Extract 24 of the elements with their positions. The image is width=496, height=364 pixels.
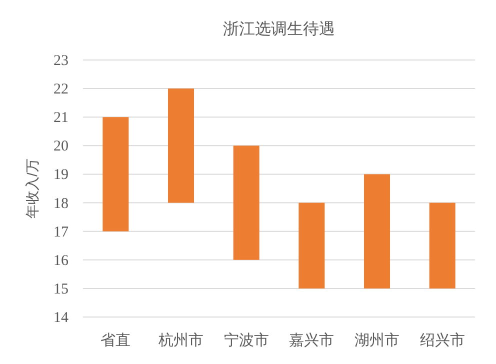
x-tick-label: 嘉兴市 xyxy=(289,332,334,349)
x-tick-label: 宁波市 xyxy=(224,332,269,349)
bar xyxy=(102,117,129,232)
bar xyxy=(233,146,260,260)
x-tick-label: 省直 xyxy=(100,332,131,349)
y-tick-label: 22 xyxy=(54,82,68,98)
y-tick-label: 23 xyxy=(54,53,68,69)
bar xyxy=(429,202,456,288)
y-tick-label: 18 xyxy=(54,196,68,212)
x-tick-label: 湖州市 xyxy=(354,332,400,349)
y-tick-label: 16 xyxy=(54,252,69,269)
y-tick-label: 14 xyxy=(54,310,69,326)
y-tick-label: 17 xyxy=(54,224,69,240)
y-tick-label: 20 xyxy=(54,138,68,155)
x-tick-label: 绍兴市 xyxy=(420,332,465,349)
x-tick-label: 杭州市 xyxy=(158,332,204,349)
bar xyxy=(168,88,194,203)
bar xyxy=(364,174,390,288)
chart-title: 浙江选调生待遇 xyxy=(223,20,335,38)
bar xyxy=(298,202,325,288)
y-tick-label: 21 xyxy=(54,110,68,126)
y-axis-title: 年收入/万 xyxy=(24,158,40,218)
y-tick-label: 19 xyxy=(54,167,68,184)
y-tick-label: 15 xyxy=(54,281,68,298)
